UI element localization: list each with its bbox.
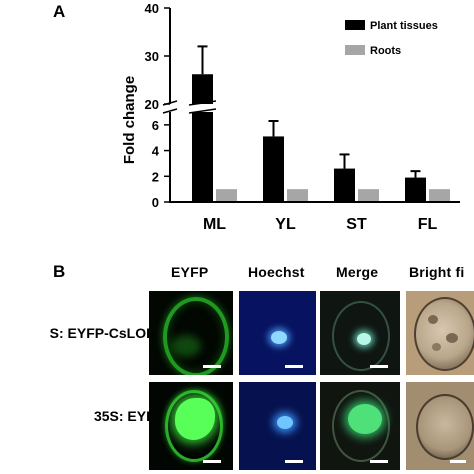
scale-bar bbox=[450, 460, 466, 463]
x-tick-label-fl: FL bbox=[418, 216, 438, 233]
bar-roots-fl bbox=[429, 189, 450, 202]
legend-label-plant-tissues: Plant tissues bbox=[370, 20, 438, 32]
bar-break-gap bbox=[190, 104, 215, 112]
x-tick-label-yl: YL bbox=[275, 216, 296, 233]
bright-field-cell bbox=[414, 297, 474, 371]
axis-layer: 0 2 4 6 20 30 40 ML YL ST FL bbox=[145, 1, 460, 233]
bar-plant-tissues-fl bbox=[405, 177, 426, 202]
y-tick-label: 4 bbox=[152, 144, 160, 159]
image-bright-field-row2 bbox=[406, 382, 474, 470]
y-tick-label: 2 bbox=[152, 169, 159, 184]
hoechst-nucleus bbox=[277, 416, 293, 429]
eyfp-cell-outline bbox=[165, 390, 223, 462]
y-tick-label: 30 bbox=[145, 49, 159, 64]
image-hoechst-row1 bbox=[239, 291, 316, 375]
bar-roots-st bbox=[358, 189, 379, 202]
legend-label-roots: Roots bbox=[370, 45, 401, 57]
merge-cell-outline bbox=[332, 301, 390, 371]
bar-roots-yl bbox=[287, 189, 308, 202]
legend-swatch-roots bbox=[345, 45, 365, 55]
image-merge-row2 bbox=[320, 382, 400, 470]
image-merge-row1 bbox=[320, 291, 400, 375]
image-bright-field-row1 bbox=[406, 291, 474, 375]
scale-bar bbox=[370, 460, 388, 463]
scale-bar bbox=[285, 365, 303, 368]
bright-field-granule bbox=[432, 343, 441, 351]
hoechst-nucleus bbox=[271, 331, 287, 344]
image-eyfp-row2 bbox=[149, 382, 233, 470]
row-label-35s-eyfp: 35S: EYFP bbox=[93, 408, 164, 424]
bar-plant-tissues-st bbox=[334, 168, 355, 202]
col-header-merge: Merge bbox=[336, 264, 379, 280]
scale-bar bbox=[370, 365, 388, 368]
col-header-bright-field: Bright fi bbox=[409, 264, 465, 280]
bar-plant-tissues-yl bbox=[263, 136, 284, 202]
row-label-eyfp-cslob1: S: EYFP-CsLOB1 bbox=[49, 325, 164, 341]
bar-roots-ml bbox=[216, 189, 237, 202]
y-tick-label: 20 bbox=[145, 97, 159, 112]
axis-break-mark-bottom bbox=[162, 108, 178, 114]
y-axis-label: Fold change bbox=[121, 76, 138, 164]
bar-break-mark bbox=[188, 100, 217, 106]
image-eyfp-row1 bbox=[149, 291, 233, 375]
legend-swatch-plant-tissues bbox=[345, 20, 365, 30]
y-tick-label: 6 bbox=[152, 118, 159, 133]
bars-layer bbox=[188, 45, 450, 202]
scale-bar bbox=[203, 460, 221, 463]
bright-field-cell bbox=[416, 394, 474, 460]
scale-bar bbox=[203, 365, 221, 368]
x-tick-label-st: ST bbox=[346, 216, 367, 233]
col-header-hoechst: Hoechst bbox=[248, 264, 305, 280]
fold-change-bar-chart: 0 2 4 6 20 30 40 ML YL ST FL Fold change Plant tis… bbox=[121, 1, 460, 233]
scale-bar bbox=[285, 460, 303, 463]
merge-bright-region bbox=[348, 404, 382, 434]
panel-b-label: B bbox=[53, 262, 66, 281]
y-tick-label: 40 bbox=[145, 1, 159, 16]
bright-field-granule bbox=[428, 315, 438, 324]
eyfp-bright-region bbox=[175, 398, 215, 440]
eyfp-cell-ring bbox=[163, 297, 229, 375]
bar-break-mark bbox=[188, 108, 217, 114]
x-tick-label-ml: ML bbox=[203, 216, 226, 233]
merge-cell-outline bbox=[332, 390, 390, 462]
bright-field-granule bbox=[446, 333, 458, 343]
y-tick-label: 0 bbox=[152, 195, 159, 210]
merge-nucleus bbox=[357, 333, 371, 345]
legend: Plant tissues Roots bbox=[345, 20, 438, 57]
col-header-eyfp: EYFP bbox=[171, 264, 209, 280]
bar-plant-tissues-ml bbox=[192, 74, 213, 202]
panel-a-label: A bbox=[53, 2, 66, 21]
image-hoechst-row2 bbox=[239, 382, 316, 470]
eyfp-cell-glow bbox=[171, 335, 201, 357]
